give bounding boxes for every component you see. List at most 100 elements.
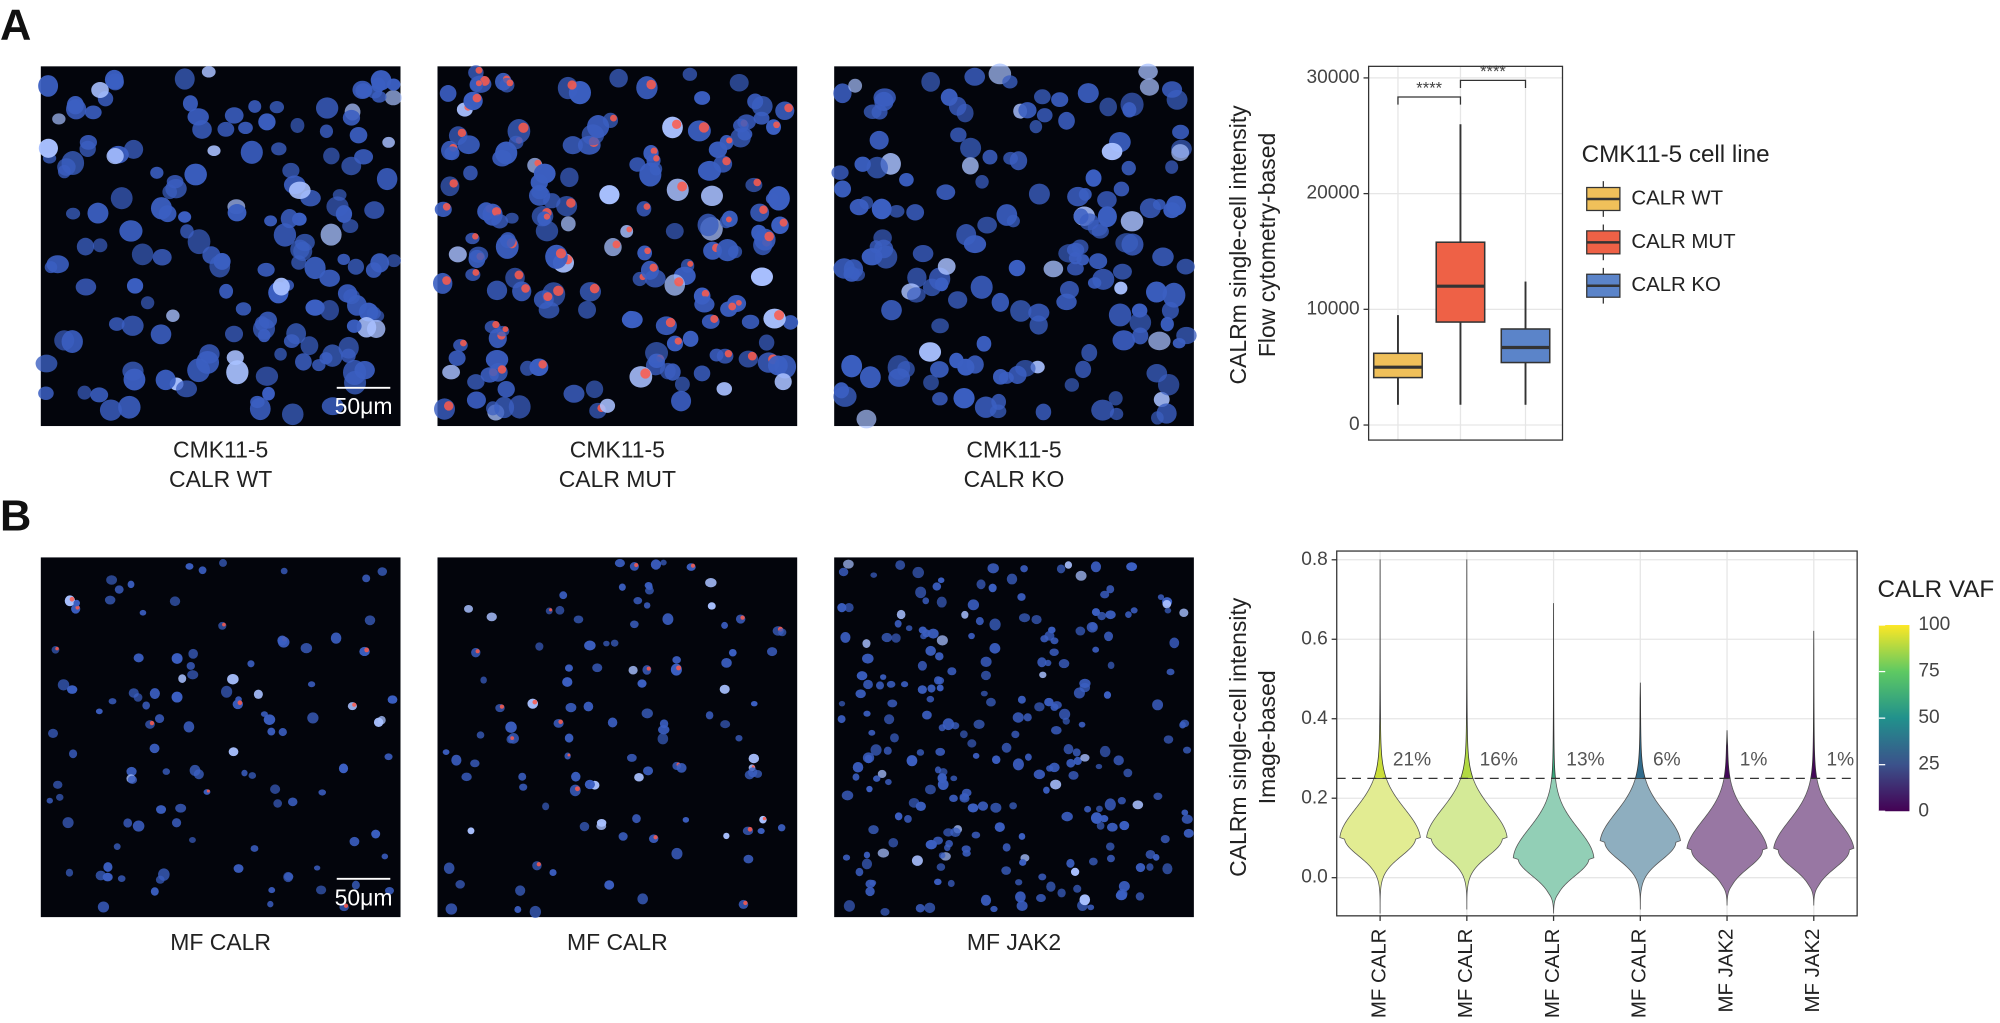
cell xyxy=(1108,391,1123,406)
cell xyxy=(106,575,118,585)
cell xyxy=(1059,708,1071,720)
stain xyxy=(492,207,502,217)
cell xyxy=(1019,613,1031,623)
cell xyxy=(158,205,177,223)
cell xyxy=(123,368,146,391)
value-label: 16% xyxy=(1480,750,1518,771)
cell xyxy=(936,684,944,692)
cell xyxy=(1072,748,1081,757)
y-tick-label: 10000 xyxy=(1307,298,1360,319)
cell xyxy=(1135,862,1146,873)
stain xyxy=(575,786,580,792)
cell xyxy=(1166,668,1175,676)
cell xyxy=(562,136,583,155)
cell xyxy=(48,728,59,739)
stain xyxy=(665,317,676,328)
cell xyxy=(936,863,946,871)
cell xyxy=(873,88,896,107)
cell xyxy=(1146,364,1168,383)
value-label: 6% xyxy=(1653,750,1681,771)
cell xyxy=(1050,779,1062,790)
cell xyxy=(364,201,385,219)
stain xyxy=(55,646,59,651)
cell xyxy=(178,674,187,683)
cell xyxy=(833,83,852,104)
cell xyxy=(837,715,846,724)
caption: CMK11-5 xyxy=(966,437,1061,463)
cell xyxy=(1023,713,1032,722)
cell xyxy=(643,766,654,776)
cell xyxy=(980,656,992,668)
cell xyxy=(356,317,377,338)
cell xyxy=(247,660,255,668)
cell xyxy=(1009,802,1017,810)
cell xyxy=(1056,564,1066,574)
cell xyxy=(132,820,145,832)
cell xyxy=(1103,691,1112,699)
cell xyxy=(991,393,1007,410)
cell xyxy=(38,386,54,400)
cell xyxy=(515,885,526,896)
cell xyxy=(721,621,729,629)
cell xyxy=(1123,768,1133,778)
cell xyxy=(286,323,307,345)
cell xyxy=(650,559,662,570)
stain xyxy=(676,665,682,671)
cell xyxy=(970,275,993,299)
cell xyxy=(1100,590,1110,599)
cell xyxy=(463,165,478,181)
cell xyxy=(227,674,239,685)
cell xyxy=(1090,812,1103,824)
cell xyxy=(757,828,765,835)
cell xyxy=(263,714,276,725)
stain xyxy=(69,596,75,602)
y-axis-label: CALRm single-cell intensity xyxy=(1225,105,1251,385)
cell xyxy=(868,729,876,736)
cell xyxy=(940,88,958,106)
cell xyxy=(1036,108,1053,123)
cell xyxy=(630,620,639,629)
cell xyxy=(133,653,144,663)
cell xyxy=(961,610,969,619)
cell xyxy=(948,291,968,309)
stain xyxy=(747,351,757,361)
cell xyxy=(1181,814,1193,824)
cell xyxy=(253,689,263,699)
cell xyxy=(320,223,342,246)
cell xyxy=(44,261,58,274)
cell xyxy=(881,632,893,643)
cell xyxy=(716,382,733,396)
cell xyxy=(933,836,943,845)
cell xyxy=(1126,562,1138,572)
cell xyxy=(1073,884,1082,893)
cell xyxy=(990,802,1002,813)
cell xyxy=(169,596,181,607)
cell xyxy=(543,193,561,209)
cell xyxy=(347,294,367,316)
cell xyxy=(1104,798,1116,811)
cell xyxy=(1120,211,1144,232)
cell xyxy=(97,901,110,913)
cell xyxy=(466,391,486,409)
cell xyxy=(934,766,942,774)
cell xyxy=(46,797,53,804)
cell xyxy=(671,390,692,412)
cell xyxy=(1075,360,1092,379)
cell xyxy=(468,246,489,263)
cell xyxy=(578,300,597,319)
cell xyxy=(1086,621,1098,633)
caption: CALR WT xyxy=(169,466,272,492)
cell xyxy=(1183,746,1192,754)
y-tick-label: 20000 xyxy=(1307,183,1360,204)
cell xyxy=(634,772,644,782)
cell xyxy=(149,688,160,699)
y-tick-label: 0.4 xyxy=(1301,708,1328,729)
scale-bar-label: 50μm xyxy=(335,884,393,910)
cell xyxy=(1132,327,1149,345)
cell xyxy=(866,785,873,793)
cell xyxy=(982,149,998,165)
cell xyxy=(1118,880,1130,892)
cell xyxy=(924,902,936,914)
stain xyxy=(759,205,768,215)
